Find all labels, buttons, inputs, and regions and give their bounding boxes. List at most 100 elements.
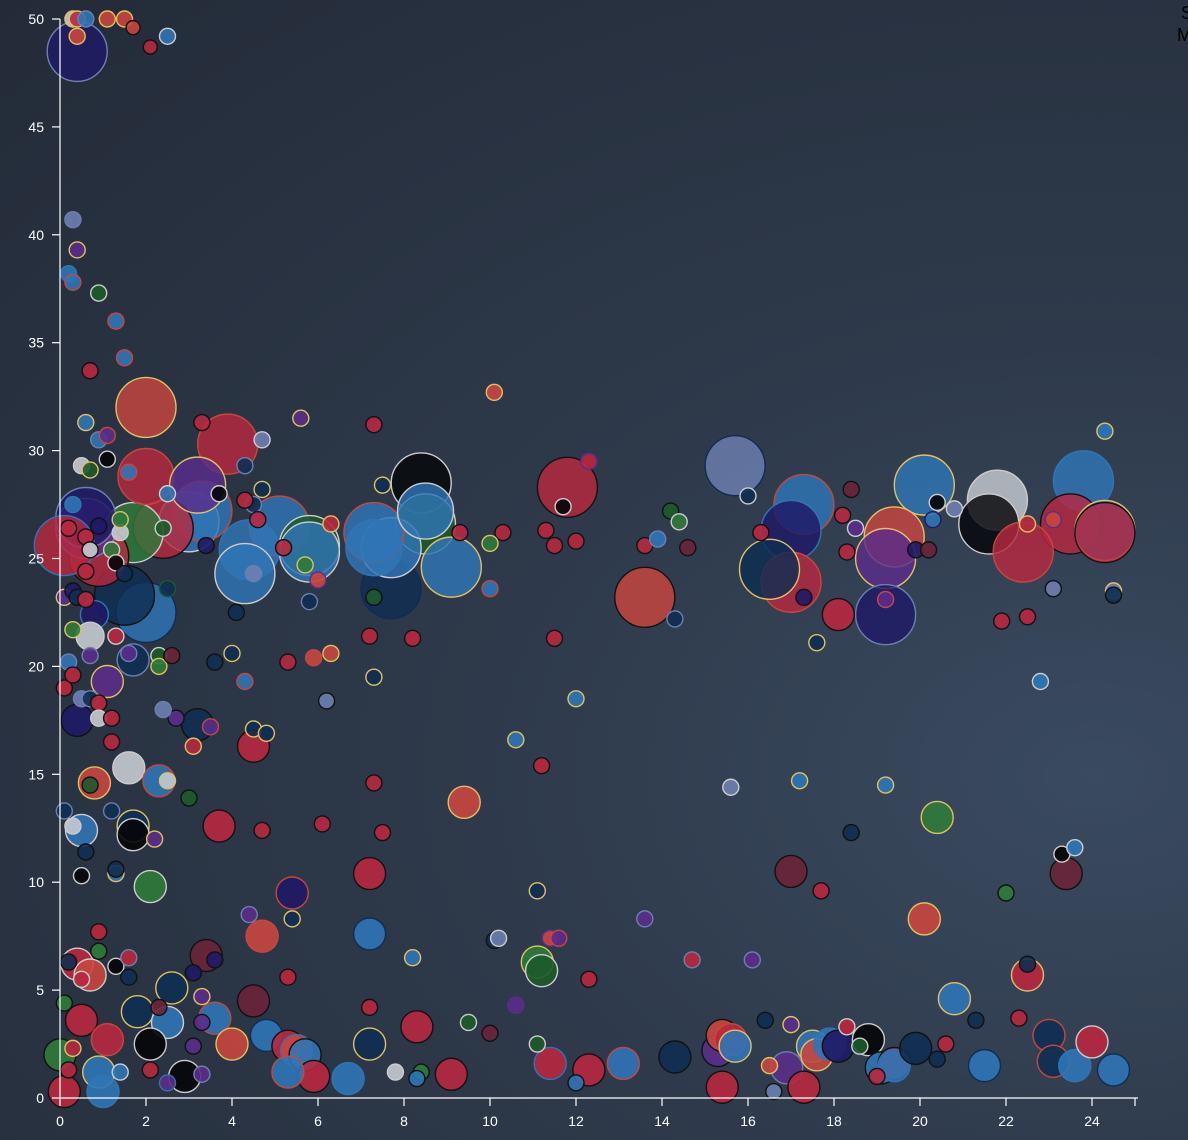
data-point — [77, 843, 95, 861]
data-point — [485, 383, 503, 402]
data-point — [1018, 955, 1037, 973]
data-point — [64, 621, 82, 639]
data-point — [524, 953, 559, 988]
data-point — [774, 854, 808, 889]
data-point — [168, 456, 227, 514]
data-point — [120, 463, 138, 481]
data-point — [64, 666, 82, 684]
data-point — [481, 1024, 499, 1042]
data-point — [107, 312, 125, 330]
data-point — [365, 416, 383, 434]
data-point — [193, 987, 211, 1006]
data-point — [722, 778, 740, 796]
data-point — [459, 1013, 478, 1032]
x-tick-label: 4 — [228, 1113, 236, 1129]
data-point — [649, 530, 667, 548]
y-tick-label: 45 — [28, 119, 44, 135]
y-tick-label: 40 — [28, 227, 44, 243]
data-point — [89, 284, 108, 302]
data-point — [55, 802, 74, 820]
data-point — [528, 1035, 546, 1053]
data-point — [481, 534, 499, 553]
data-point — [210, 485, 228, 503]
data-point — [945, 500, 964, 518]
data-point — [133, 1027, 168, 1061]
data-point — [373, 476, 392, 494]
data-point — [305, 649, 323, 667]
corner-label-s: S — [1181, 3, 1188, 23]
data-point — [86, 1074, 120, 1109]
data-point — [808, 633, 826, 652]
data-point — [899, 1031, 933, 1066]
data-point — [227, 603, 246, 622]
data-point — [365, 668, 383, 686]
data-point — [760, 1056, 779, 1075]
y-tick-label: 35 — [28, 335, 44, 351]
data-point — [400, 1010, 434, 1044]
x-tick-label: 10 — [482, 1113, 498, 1129]
data-point — [821, 597, 855, 632]
data-point — [670, 513, 688, 531]
data-point — [1096, 1053, 1131, 1087]
x-tick-label: 0 — [56, 1113, 64, 1129]
data-point — [550, 929, 568, 948]
data-point — [89, 517, 108, 535]
data-point — [666, 610, 684, 628]
x-tick-label: 16 — [740, 1113, 756, 1129]
data-point — [154, 700, 172, 719]
data-point — [240, 905, 258, 924]
data-point — [167, 709, 185, 727]
data-point — [150, 657, 168, 676]
data-point — [184, 737, 203, 755]
data-point — [115, 349, 134, 367]
data-point — [59, 953, 78, 971]
data-point — [89, 694, 108, 712]
data-point — [1074, 501, 1136, 564]
data-point — [133, 869, 168, 904]
data-point — [893, 454, 955, 516]
data-point — [120, 644, 138, 663]
data-point — [997, 884, 1015, 902]
data-point — [1010, 1009, 1028, 1027]
data-point — [967, 1011, 985, 1030]
data-point — [112, 751, 146, 785]
data-point — [567, 532, 585, 550]
data-point — [738, 538, 801, 600]
data-point — [223, 644, 241, 663]
data-point — [64, 1003, 99, 1038]
data-point — [352, 1027, 387, 1061]
data-point — [928, 493, 946, 512]
data-point — [420, 536, 482, 598]
data-point — [116, 818, 150, 852]
data-point — [739, 487, 757, 505]
data-point — [279, 653, 297, 671]
data-point — [352, 917, 387, 951]
data-point — [253, 431, 271, 449]
data-point — [345, 519, 403, 577]
data-point — [201, 718, 220, 736]
data-point — [279, 968, 297, 986]
bubble-layer — [33, 10, 1136, 1109]
data-point — [158, 580, 177, 598]
data-point — [360, 998, 379, 1017]
data-point — [765, 1082, 783, 1101]
data-point — [606, 1046, 640, 1081]
y-tick-label: 50 — [28, 11, 44, 27]
data-point — [193, 413, 211, 432]
data-point — [107, 860, 125, 878]
data-point — [102, 733, 121, 751]
data-point — [236, 672, 254, 691]
data-point — [81, 541, 99, 559]
data-point — [838, 543, 856, 561]
data-point — [782, 1015, 800, 1034]
data-point — [163, 646, 181, 665]
data-point — [206, 653, 224, 671]
y-tick-label: 0 — [36, 1090, 44, 1106]
data-point — [120, 949, 138, 967]
x-tick-label: 22 — [998, 1113, 1014, 1129]
data-point — [111, 510, 129, 529]
data-point — [322, 644, 340, 663]
data-point — [81, 461, 99, 479]
data-point — [77, 562, 95, 581]
data-point — [919, 541, 938, 559]
